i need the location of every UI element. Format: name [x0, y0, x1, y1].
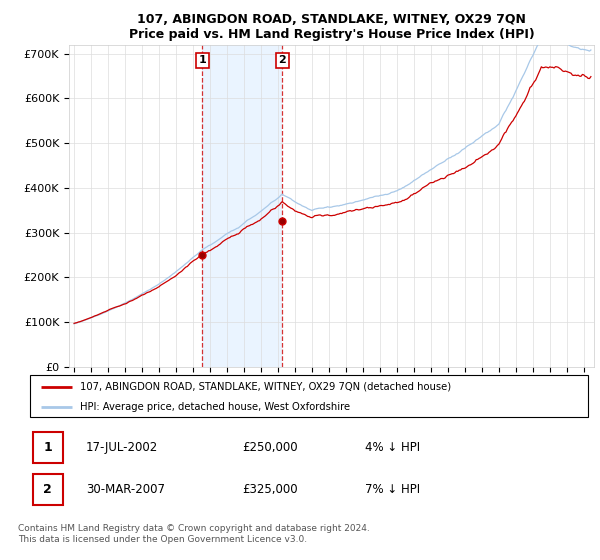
Text: HPI: Average price, detached house, West Oxfordshire: HPI: Average price, detached house, West… — [80, 402, 350, 412]
Text: 2: 2 — [278, 55, 286, 66]
Text: Contains HM Land Registry data © Crown copyright and database right 2024.
This d: Contains HM Land Registry data © Crown c… — [18, 524, 370, 544]
Text: 1: 1 — [43, 441, 52, 454]
Text: 4% ↓ HPI: 4% ↓ HPI — [365, 441, 420, 454]
Text: £325,000: £325,000 — [242, 483, 298, 496]
Text: 7% ↓ HPI: 7% ↓ HPI — [365, 483, 420, 496]
Text: £250,000: £250,000 — [242, 441, 298, 454]
FancyBboxPatch shape — [30, 375, 588, 417]
Text: 107, ABINGDON ROAD, STANDLAKE, WITNEY, OX29 7QN (detached house): 107, ABINGDON ROAD, STANDLAKE, WITNEY, O… — [80, 382, 451, 392]
FancyBboxPatch shape — [33, 474, 64, 505]
FancyBboxPatch shape — [33, 432, 64, 463]
Text: 17-JUL-2002: 17-JUL-2002 — [86, 441, 158, 454]
Text: 1: 1 — [199, 55, 206, 66]
Text: 2: 2 — [43, 483, 52, 496]
Text: 30-MAR-2007: 30-MAR-2007 — [86, 483, 165, 496]
Title: 107, ABINGDON ROAD, STANDLAKE, WITNEY, OX29 7QN
Price paid vs. HM Land Registry': 107, ABINGDON ROAD, STANDLAKE, WITNEY, O… — [128, 13, 535, 41]
Bar — [202, 45, 282, 367]
